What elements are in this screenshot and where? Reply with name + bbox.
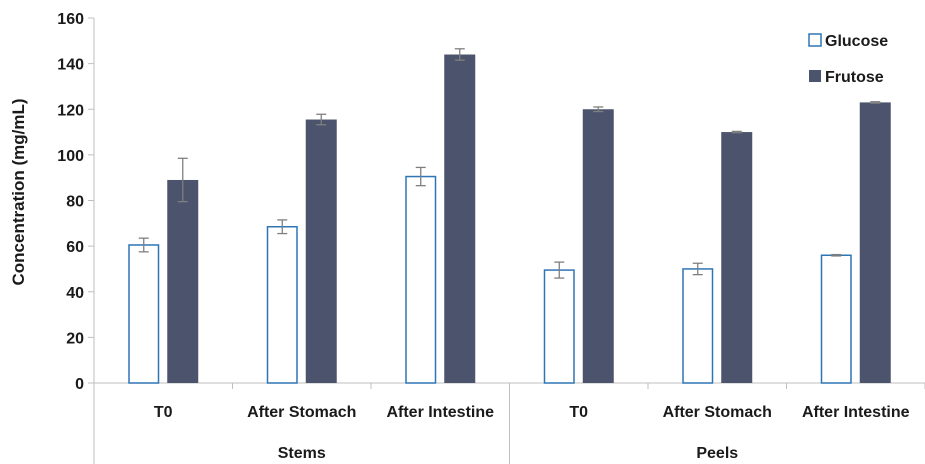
x-category-label: After Intestine [386,404,494,421]
bar-frutose [305,119,337,383]
bar-glucose [405,175,437,384]
bar-frutose [721,132,753,383]
y-tick-label: 20 [66,330,84,347]
bars [128,48,891,384]
legend-label: Glucose [825,33,888,50]
bar-glucose [128,244,160,384]
bar-glucose [820,254,852,384]
y-tick-label: 100 [57,148,84,165]
bar-frutose [582,109,614,383]
bar-frutose [859,102,891,383]
x-category-label: After Intestine [802,404,910,421]
bar-glucose [543,269,575,384]
y-tick-label: 140 [57,57,84,74]
y-axis-title: Concentration (mg/mL) [9,99,28,286]
y-tick-label: 60 [66,239,84,256]
y-tick-label: 40 [66,285,84,302]
axes [93,18,925,384]
bar-glucose [682,268,714,384]
bar-frutose [444,54,476,383]
y-axis-ticks: 0 20 40 60 80 100 120 140 160 [57,11,94,393]
x-axis-labels: T0 After Stomach After Intestine T0 After St… [93,383,925,464]
legend-swatch-frutose [809,70,821,82]
x-category-label: After Stomach [247,404,356,421]
legend-label: Frutose [825,69,884,86]
bar-frutose [167,179,199,383]
legend: Glucose Frutose [808,33,888,86]
y-axis-title-group: Concentration (mg/mL) [9,99,28,286]
x-category-label: T0 [569,404,588,421]
y-tick-label: 80 [66,194,84,211]
bar-glucose [266,225,298,384]
y-tick-label: 120 [57,102,84,119]
x-group-label: Stems [278,445,326,462]
y-tick-label: 160 [57,11,84,28]
x-category-label: T0 [154,404,173,421]
legend-swatch-glucose [808,33,822,47]
x-category-label: After Stomach [663,404,772,421]
y-tick-label: 0 [75,376,84,393]
x-group-label: Peels [696,445,738,462]
